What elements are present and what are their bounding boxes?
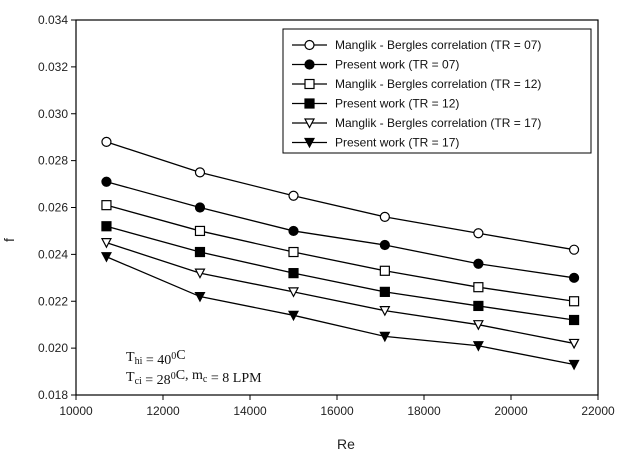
data-point bbox=[101, 200, 112, 211]
legend-label: Manglik - Bergles correlation (TR = 12) bbox=[335, 77, 541, 91]
legend-label: Present work (TR = 07) bbox=[335, 58, 459, 72]
data-point bbox=[379, 239, 390, 251]
series-line bbox=[106, 242, 575, 345]
series-line bbox=[106, 225, 575, 321]
y-tick-label: 0.022 bbox=[38, 294, 68, 308]
legend-label: Manglik - Bergles correlation (TR = 07) bbox=[335, 38, 541, 52]
data-point bbox=[288, 225, 299, 237]
series-4 bbox=[101, 221, 580, 326]
legend-label: Manglik - Bergles correlation (TR = 17) bbox=[335, 116, 541, 130]
y-tick-label: 0.020 bbox=[38, 341, 68, 355]
data-point bbox=[568, 272, 580, 283]
data-point bbox=[568, 314, 580, 326]
y-tick-label: 0.034 bbox=[38, 13, 68, 27]
legend-marker bbox=[304, 118, 315, 129]
x-tick-label: 22000 bbox=[581, 404, 615, 418]
data-point bbox=[379, 211, 390, 222]
y-tick-label: 0.024 bbox=[38, 247, 68, 261]
data-point bbox=[288, 287, 299, 298]
annotation-cold-inlet: Tci = 280C, mc = 8 LPM bbox=[126, 368, 262, 388]
data-point bbox=[194, 291, 206, 303]
annotation-hot-inlet: Thi = 400C bbox=[126, 348, 186, 368]
legend-marker bbox=[304, 39, 315, 51]
data-point bbox=[288, 190, 299, 201]
x-tick-label: 16000 bbox=[320, 404, 354, 418]
data-point bbox=[473, 258, 484, 269]
data-point bbox=[101, 136, 112, 147]
x-tick-label: 18000 bbox=[407, 404, 441, 418]
x-tick-label: 20000 bbox=[494, 404, 528, 418]
legend-entry: Manglik - Bergles correlation (TR = 17) bbox=[292, 116, 541, 130]
data-point bbox=[194, 202, 206, 213]
data-point bbox=[473, 282, 484, 293]
data-point bbox=[379, 331, 391, 343]
y-tick-label: 0.026 bbox=[38, 201, 68, 215]
series-2 bbox=[101, 176, 580, 283]
legend-marker bbox=[304, 59, 315, 70]
data-point bbox=[194, 246, 206, 258]
series-line bbox=[106, 256, 575, 366]
series-line bbox=[106, 181, 575, 279]
y-tick-label: 0.030 bbox=[38, 107, 68, 121]
series-1 bbox=[101, 136, 580, 255]
data-point bbox=[472, 320, 484, 331]
series-layer bbox=[100, 136, 580, 371]
legend-marker bbox=[304, 78, 315, 90]
y-axis-title: f bbox=[1, 238, 17, 242]
legend-entry: Present work (TR = 12) bbox=[292, 97, 459, 111]
data-point bbox=[568, 359, 580, 371]
data-point bbox=[194, 167, 206, 178]
data-point bbox=[473, 228, 484, 239]
data-point bbox=[101, 221, 112, 232]
x-tick-label: 12000 bbox=[146, 404, 180, 418]
legend-box bbox=[282, 28, 592, 154]
data-point bbox=[473, 300, 484, 312]
legend-marker bbox=[304, 137, 315, 149]
data-point bbox=[568, 338, 580, 350]
data-point bbox=[568, 296, 580, 307]
legend-entry: Present work (TR = 17) bbox=[292, 136, 459, 150]
data-point bbox=[379, 265, 390, 276]
data-point bbox=[101, 176, 112, 187]
legend-entry: Present work (TR = 07) bbox=[292, 58, 459, 72]
legend-entry: Manglik - Bergles correlation (TR = 07) bbox=[292, 38, 541, 52]
data-point bbox=[288, 268, 299, 279]
x-axis-title: Re bbox=[337, 436, 355, 452]
y-tick-label: 0.028 bbox=[38, 154, 68, 168]
legend-marker bbox=[304, 98, 315, 109]
data-point bbox=[194, 225, 206, 237]
data-point bbox=[472, 341, 484, 352]
data-point bbox=[288, 246, 299, 258]
y-tick-label: 0.018 bbox=[38, 388, 68, 402]
series-5 bbox=[100, 238, 580, 350]
data-point bbox=[288, 310, 299, 322]
x-tick-label: 14000 bbox=[233, 404, 267, 418]
y-axis: 0.018 0.020 0.022 0.024 0.026 0.028 0.030 0.032… bbox=[38, 13, 76, 402]
y-tick-label: 0.032 bbox=[38, 60, 68, 74]
x-axis: 10000 12000 14000 16000 18000 20000 22000 bbox=[59, 395, 615, 418]
series-3 bbox=[101, 200, 580, 307]
data-point bbox=[100, 238, 112, 249]
series-line bbox=[106, 141, 575, 251]
series-6 bbox=[100, 252, 580, 371]
x-tick-label: 10000 bbox=[59, 404, 93, 418]
data-point bbox=[379, 286, 390, 297]
legend-label: Present work (TR = 12) bbox=[335, 97, 459, 111]
legend-label: Present work (TR = 17) bbox=[335, 136, 459, 150]
series-line bbox=[106, 204, 575, 302]
data-point bbox=[100, 252, 112, 263]
data-point bbox=[568, 244, 580, 255]
legend-entry: Manglik - Bergles correlation (TR = 12) bbox=[292, 77, 541, 91]
legend: Manglik - Bergles correlation (TR = 07) P… bbox=[282, 28, 592, 154]
data-point bbox=[194, 268, 206, 279]
data-point bbox=[379, 306, 391, 317]
